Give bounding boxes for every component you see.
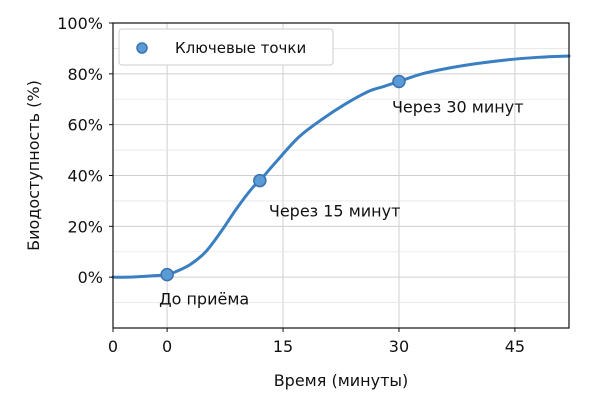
point-layer <box>160 74 406 282</box>
series-line <box>111 54 571 279</box>
x-tick-label: 45 <box>505 337 525 356</box>
grid-layer <box>113 22 569 329</box>
annotation-label: Через 30 минут <box>392 97 524 116</box>
legend: Ключевые точки <box>118 28 334 66</box>
legend-marker <box>136 42 148 54</box>
y-tick-label: 80% <box>67 65 103 84</box>
legend-box <box>118 28 334 66</box>
curve-layer <box>111 54 571 279</box>
y-tick-label: 60% <box>67 116 103 135</box>
x-tick-label: 15 <box>273 337 293 356</box>
annotation-label: Через 15 минут <box>269 202 401 221</box>
y-tick-label: 40% <box>67 167 103 186</box>
x-tick-label: 0 <box>162 337 172 356</box>
y-axis-title: Биодоступность (%) <box>24 80 43 251</box>
key-point <box>253 173 267 188</box>
y-tick-label: 0% <box>78 268 103 287</box>
x-tick-layer: 0 0 15 30 45 <box>108 328 525 356</box>
y-tick-label: 20% <box>67 217 103 236</box>
key-point <box>160 267 174 282</box>
annotation-label: До приёма <box>159 290 249 309</box>
y-tick-layer: 0% 20% 40% 60% 80% 100% <box>57 14 113 287</box>
y-tick-label: 100% <box>57 14 103 33</box>
x-tick-label: 0 <box>108 337 118 356</box>
key-point <box>392 74 406 89</box>
legend-label: Ключевые точки <box>175 39 306 57</box>
x-tick-label: 30 <box>389 337 409 356</box>
annotation-layer: До приёма Через 15 минут Через 30 минут <box>159 97 523 308</box>
x-axis-title: Время (минуты) <box>274 371 409 390</box>
